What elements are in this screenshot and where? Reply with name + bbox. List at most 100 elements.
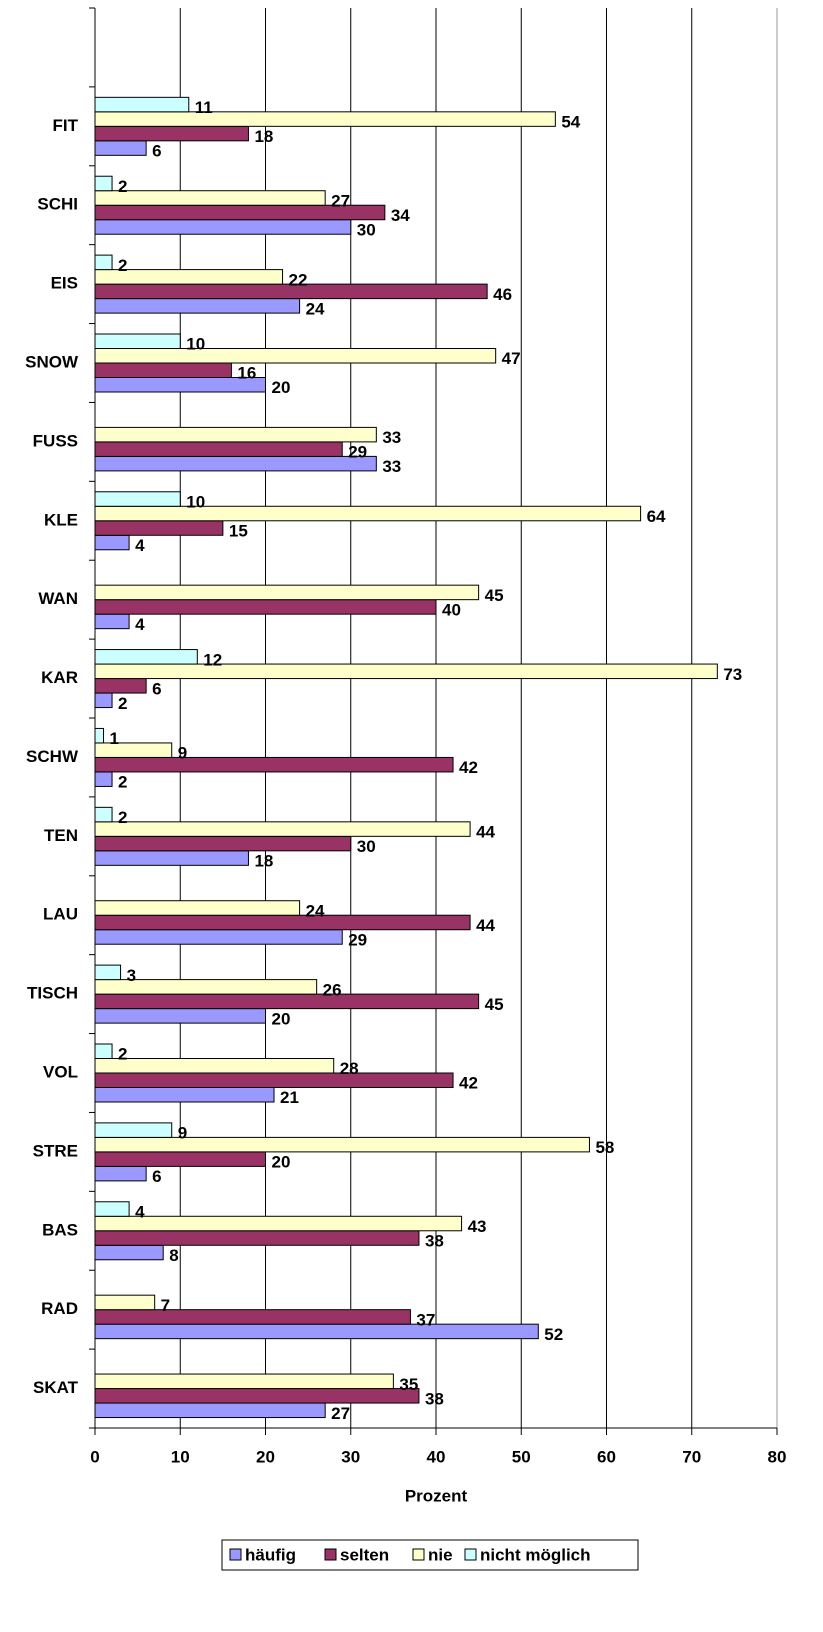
- y-tick-label: SKAT: [33, 1378, 79, 1397]
- value-label: 20: [272, 1153, 291, 1172]
- bar: [94, 1151, 266, 1167]
- value-label: 21: [280, 1088, 299, 1107]
- y-tick-label: TISCH: [27, 984, 78, 1003]
- bar: [94, 1165, 147, 1182]
- bar: [94, 219, 352, 235]
- bar: [94, 914, 471, 931]
- value-label: 2: [118, 256, 127, 275]
- value-label: 27: [331, 191, 350, 210]
- legend-label: nie: [428, 1545, 453, 1564]
- x-tick-label: 20: [256, 1447, 275, 1466]
- y-tick-label: BAS: [42, 1220, 78, 1239]
- value-label: 33: [382, 457, 401, 476]
- value-label: 34: [391, 206, 410, 225]
- y-tick-label: SCHI: [37, 195, 78, 214]
- bar: [94, 140, 147, 156]
- value-label: 29: [348, 443, 367, 462]
- bar: [94, 599, 437, 615]
- value-label: 15: [229, 522, 248, 541]
- y-tick-label: KLE: [44, 510, 78, 529]
- value-label: 2: [118, 773, 127, 792]
- value-label: 54: [561, 113, 580, 132]
- value-label: 44: [476, 823, 495, 842]
- y-tick-label: KAR: [41, 668, 78, 687]
- bar: [94, 1072, 454, 1088]
- value-label: 43: [468, 1217, 487, 1236]
- value-label: 2: [118, 1045, 127, 1064]
- bar: [94, 900, 301, 916]
- bar: [94, 1043, 113, 1059]
- value-label: 29: [348, 930, 367, 949]
- value-label: 38: [425, 1389, 444, 1408]
- value-label: 10: [186, 493, 205, 512]
- bar: [94, 125, 249, 142]
- value-label: 18: [254, 127, 273, 146]
- value-label: 4: [135, 615, 145, 634]
- bar: [94, 505, 642, 522]
- value-label: 2: [118, 808, 127, 827]
- value-label: 64: [647, 507, 666, 526]
- x-tick-label: 80: [768, 1447, 787, 1466]
- value-label: 16: [237, 364, 256, 383]
- bar: [94, 1402, 326, 1419]
- bar: [94, 1201, 130, 1217]
- y-tick-label: EIS: [51, 274, 78, 293]
- y-tick-label: TEN: [44, 826, 78, 845]
- legend-swatch: [229, 1548, 242, 1561]
- value-label: 35: [399, 1375, 418, 1394]
- y-tick-label: STRE: [33, 1141, 78, 1160]
- bar: [94, 1244, 164, 1261]
- bar: [94, 491, 181, 507]
- bar: [94, 362, 232, 378]
- bar: [94, 1294, 156, 1311]
- value-label: 46: [493, 285, 512, 304]
- legend-swatch: [464, 1548, 477, 1561]
- bar: [94, 756, 454, 773]
- bar: [94, 850, 249, 866]
- bar: [94, 613, 130, 630]
- x-tick-label: 40: [427, 1447, 446, 1466]
- value-label: 42: [459, 1074, 478, 1093]
- value-label: 28: [340, 1059, 359, 1078]
- bar: [94, 190, 326, 206]
- value-label: 10: [186, 335, 205, 354]
- value-label: 6: [152, 679, 161, 698]
- value-label: 22: [289, 270, 308, 289]
- value-label: 26: [323, 980, 342, 999]
- legend-label: selten: [340, 1545, 389, 1564]
- x-axis-label: Prozent: [405, 1486, 468, 1505]
- value-label: 11: [195, 98, 213, 117]
- y-tick-label: LAU: [43, 905, 78, 924]
- value-label: 9: [178, 744, 187, 763]
- value-label: 4: [135, 536, 145, 555]
- value-label: 24: [306, 299, 325, 318]
- value-label: 27: [331, 1404, 350, 1423]
- bar: [94, 1136, 590, 1153]
- value-label: 18: [254, 852, 273, 871]
- value-label: 52: [544, 1325, 563, 1344]
- value-label: 40: [442, 600, 461, 619]
- bar: [94, 534, 130, 551]
- value-label: 9: [178, 1124, 187, 1143]
- bar: [94, 993, 480, 1010]
- bar: [94, 441, 343, 457]
- bar: [94, 1215, 463, 1232]
- value-label: 58: [595, 1138, 614, 1157]
- value-label: 7: [161, 1296, 170, 1315]
- value-label: 24: [306, 901, 325, 920]
- bar: [94, 96, 190, 113]
- bar: [94, 835, 352, 852]
- bar: [94, 692, 113, 709]
- x-tick-label: 70: [682, 1447, 701, 1466]
- bar: [94, 426, 377, 443]
- y-tick-label: RAD: [41, 1299, 78, 1318]
- value-label: 20: [272, 378, 291, 397]
- value-label: 1: [110, 729, 119, 748]
- bar: [94, 806, 113, 823]
- x-tick-label: 50: [512, 1447, 531, 1466]
- value-label: 30: [357, 220, 376, 239]
- y-tick-label: WAN: [38, 589, 78, 608]
- value-label: 30: [357, 837, 376, 856]
- legend-label: häufig: [245, 1545, 296, 1564]
